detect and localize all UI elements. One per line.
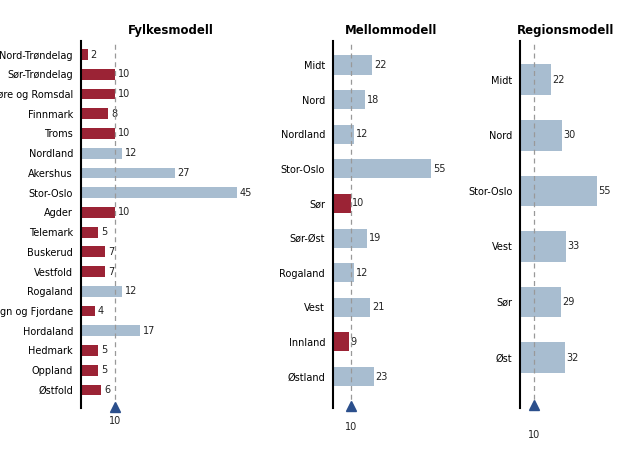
Bar <box>81 49 87 60</box>
Bar <box>333 125 354 144</box>
Bar <box>333 333 349 352</box>
Text: 10: 10 <box>352 198 365 208</box>
Text: 10: 10 <box>118 129 130 139</box>
Text: 9: 9 <box>351 337 356 347</box>
Text: 55: 55 <box>433 164 446 174</box>
Text: 21: 21 <box>372 302 384 312</box>
Text: 19: 19 <box>368 233 381 243</box>
Bar <box>81 345 98 356</box>
Text: 12: 12 <box>125 148 138 158</box>
Text: 10: 10 <box>528 430 540 440</box>
Bar <box>81 89 115 100</box>
Bar <box>520 64 551 95</box>
Text: 7: 7 <box>108 266 114 277</box>
Text: 33: 33 <box>567 241 580 251</box>
Text: 23: 23 <box>376 371 388 381</box>
Bar <box>81 365 98 376</box>
Text: 12: 12 <box>356 268 368 278</box>
Text: 30: 30 <box>564 130 575 140</box>
Bar <box>81 148 122 159</box>
Bar <box>81 226 98 237</box>
Bar <box>81 108 108 119</box>
Bar <box>81 385 102 395</box>
Text: 10: 10 <box>118 207 130 217</box>
Text: 8: 8 <box>111 109 117 119</box>
Bar <box>81 286 122 297</box>
Bar <box>520 120 562 150</box>
Text: 12: 12 <box>356 129 368 139</box>
Bar <box>520 287 560 318</box>
Bar <box>81 187 237 198</box>
Text: 18: 18 <box>367 95 379 105</box>
Text: 12: 12 <box>125 286 138 296</box>
Title: Regionsmodell: Regionsmodell <box>516 24 614 37</box>
Bar <box>333 159 431 178</box>
Bar <box>81 325 140 336</box>
Text: 10: 10 <box>109 415 122 425</box>
Text: 45: 45 <box>240 188 252 198</box>
Bar <box>81 306 94 317</box>
Bar <box>520 342 565 373</box>
Text: 10: 10 <box>118 89 130 99</box>
Text: 22: 22 <box>374 60 386 70</box>
Text: 17: 17 <box>143 326 155 336</box>
Text: 4: 4 <box>97 306 104 316</box>
Bar <box>520 176 597 206</box>
Bar <box>81 246 105 257</box>
Bar <box>81 168 175 178</box>
Bar <box>520 231 566 262</box>
Text: 27: 27 <box>177 168 190 178</box>
Bar <box>333 90 365 109</box>
Text: 55: 55 <box>598 186 611 196</box>
Bar <box>333 229 367 248</box>
Text: 7: 7 <box>108 247 114 257</box>
Bar <box>333 55 372 75</box>
Text: 22: 22 <box>552 75 565 85</box>
Text: 5: 5 <box>101 227 107 237</box>
Bar <box>333 194 351 213</box>
Text: 5: 5 <box>101 346 107 356</box>
Text: 5: 5 <box>101 365 107 375</box>
Text: 2: 2 <box>91 49 97 60</box>
Bar <box>81 69 115 80</box>
Bar <box>333 367 374 386</box>
Bar <box>81 266 105 277</box>
Title: Mellommodell: Mellommodell <box>345 24 437 37</box>
Text: 6: 6 <box>104 385 110 395</box>
Text: 32: 32 <box>566 353 578 363</box>
Bar <box>333 263 354 282</box>
Text: 10: 10 <box>118 69 130 79</box>
Title: Fylkesmodell: Fylkesmodell <box>128 24 214 37</box>
Bar <box>81 128 115 139</box>
Bar <box>333 298 370 317</box>
Bar <box>81 207 115 218</box>
Text: 29: 29 <box>562 297 574 307</box>
Text: 10: 10 <box>345 422 356 432</box>
